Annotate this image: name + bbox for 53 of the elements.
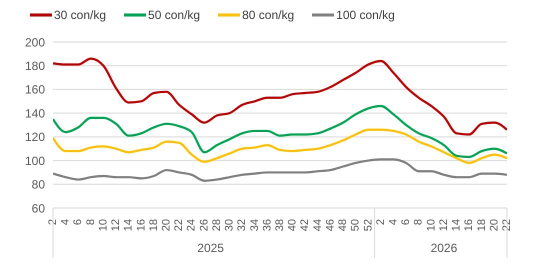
x-tick-label: 44 [312, 219, 324, 232]
line-series [53, 128, 507, 164]
y-tick-label: 140 [24, 106, 46, 120]
y-tick-label: 60 [32, 201, 46, 216]
y-tick-label: 200 [24, 35, 46, 50]
text: 2025 [197, 241, 224, 255]
x-tick-label: 18 [476, 219, 488, 232]
x-tick-label: 28 [210, 219, 223, 232]
x-tick-label: 48 [337, 219, 350, 232]
x-tick-label: 36 [261, 219, 274, 232]
legend-label: 80 con/kg [241, 8, 294, 22]
x-tick-label: 32 [236, 219, 248, 232]
x-tick-label: 34 [248, 219, 261, 232]
line-series [53, 104, 507, 158]
x-tick-label: 52 [362, 219, 374, 232]
x-tick-label: 14 [122, 219, 135, 232]
x-tick-label: 12 [110, 219, 122, 232]
x-tick-label: 46 [324, 219, 336, 232]
x-tick-label: 6 [72, 219, 84, 226]
y-tick-label: 180 [24, 58, 46, 73]
x-tick-label: 50 [350, 219, 362, 232]
x-tick-label: 26 [198, 219, 210, 232]
x-tick-label: 18 [148, 219, 160, 232]
x-tick-label: 10 [425, 219, 438, 232]
x-tick-label: 30 [224, 219, 236, 232]
x-tick-label: 4 [60, 219, 72, 226]
y-tick-label: 100 [24, 154, 46, 168]
x-tick-label: 16 [135, 219, 148, 232]
x-tick-label: 4 [388, 219, 400, 226]
x-tick-label: 20 [160, 219, 172, 232]
y-tick-label: 80 [32, 178, 46, 192]
legend-label: 50 con/kg [147, 8, 200, 22]
legend-label: 30 con/kg [53, 8, 106, 22]
x-tick-label: 20 [488, 219, 500, 232]
x-tick-label: 8 [412, 219, 425, 226]
x-tick-label: 16 [463, 219, 476, 232]
x-tick-label: 14 [450, 219, 463, 232]
x-tick-label: 22 [173, 219, 186, 232]
line-series [53, 158, 507, 182]
x-tick-label: 6 [400, 219, 412, 226]
y-tick-label: 160 [24, 82, 46, 97]
x-tick-label: 2 [374, 219, 387, 226]
x-tick-label: 12 [438, 219, 450, 232]
x-tick-label: 24 [186, 219, 198, 232]
x-tick-label: 42 [299, 219, 312, 232]
text: 2026 [430, 241, 458, 255]
x-tick-label: 8 [84, 219, 97, 226]
x-tick-label: 10 [97, 219, 110, 232]
x-tick-label: 38 [274, 219, 286, 232]
line-series [53, 58, 507, 136]
y-tick-label: 120 [24, 130, 46, 144]
x-tick-label: 40 [286, 219, 299, 232]
legend-label: 100 con/kg [335, 8, 395, 22]
